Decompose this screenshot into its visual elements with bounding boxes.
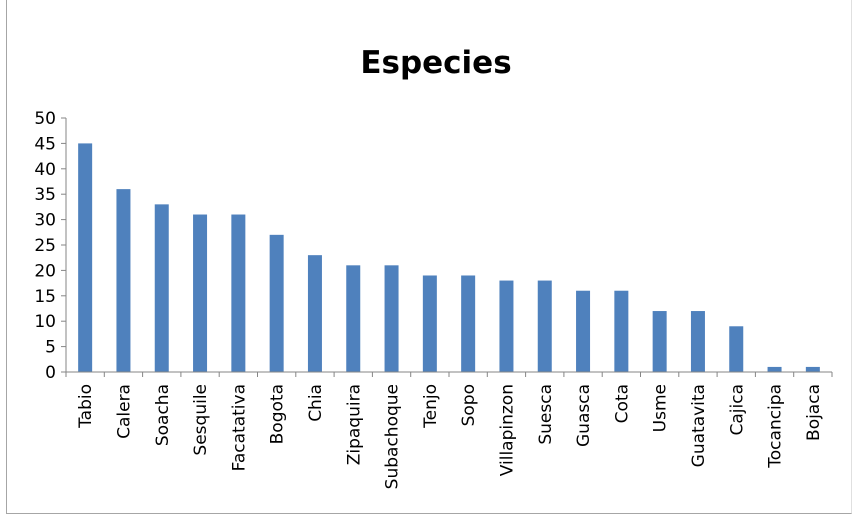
x-tick-label: Facatativa [229, 384, 249, 471]
bar-usme [652, 311, 667, 372]
y-tick-label: 10 [34, 312, 56, 332]
bar-soacha [154, 204, 169, 372]
x-tick-label: Sesquile [191, 384, 211, 456]
chart-title: Especies [360, 45, 511, 81]
y-tick-label: 45 [34, 134, 56, 154]
y-tick-label: 20 [34, 261, 56, 281]
x-tick-label: Tenjo [421, 384, 441, 429]
bar-zipaquira [346, 265, 361, 372]
chart-frame [6, 0, 852, 514]
bar-guasca [576, 290, 591, 372]
x-tick-label: Guatavita [689, 384, 709, 467]
y-tick-label: 35 [34, 185, 56, 205]
x-tick-label: Cota [612, 384, 632, 423]
bar-bogota [269, 234, 284, 372]
bar-sesquile [193, 214, 208, 372]
x-tick-label: Sopo [459, 384, 479, 426]
x-tick-label: Zipaquira [344, 384, 364, 465]
x-tick-label: Tocancipa [766, 384, 786, 469]
bar-bojaca [805, 366, 820, 372]
x-tick-label: Usme [651, 384, 671, 432]
bar-tenjo [422, 275, 437, 372]
y-tick-label: 0 [45, 363, 56, 383]
x-tick-label: Suesca [536, 384, 556, 445]
y-tick-label: 40 [34, 160, 56, 180]
y-tick-label: 15 [34, 287, 56, 307]
x-tick-label: Bojaca [804, 384, 824, 441]
bar-calera [116, 189, 131, 372]
x-tick-label: Calera [114, 384, 134, 439]
bar-subachoque [384, 265, 399, 372]
bar-chia [307, 255, 322, 372]
y-tick-label: 5 [45, 338, 56, 358]
x-tick-label: Soacha [153, 384, 173, 446]
bar-cota [614, 290, 629, 372]
y-tick-label: 50 [34, 109, 56, 129]
x-tick-label: Cajica [727, 384, 747, 436]
y-tick-label: 30 [34, 211, 56, 231]
x-axis: Tabio Calera Soacha Sesquile Facatativa Bogot… [65, 371, 833, 489]
y-axis: 0 5 10 15 20 25 30 35 40 45 50 [34, 109, 67, 383]
bar-facatativa [231, 214, 246, 372]
bar-suesca [537, 280, 552, 372]
bar-tabio [78, 143, 93, 372]
bars [78, 143, 820, 372]
x-tick-label: Subachoque [383, 384, 403, 489]
x-tick-label: Bogota [268, 384, 288, 444]
bar-sopo [461, 275, 476, 372]
y-tick-label: 25 [34, 236, 56, 256]
bar-guatavita [690, 311, 705, 372]
bar-tocancipa [767, 366, 782, 372]
x-tick-label: Tabio [76, 384, 96, 429]
bar-cajica [729, 326, 744, 372]
bar-villapinzon [499, 280, 514, 372]
x-tick-label: Chia [306, 384, 326, 422]
x-tick-label: Villapinzon [497, 384, 517, 476]
x-tick-label: Guasca [574, 384, 594, 447]
